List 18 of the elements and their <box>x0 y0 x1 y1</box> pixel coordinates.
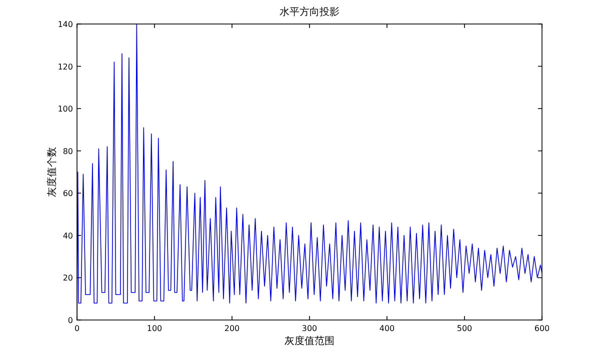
y-tick-label: 0 <box>68 316 73 325</box>
y-tick-label: 120 <box>58 62 73 72</box>
y-tick-label: 100 <box>58 104 73 114</box>
y-tick-label: 60 <box>62 189 73 198</box>
y-tick-label: 20 <box>62 274 73 283</box>
x-tick-label: 0 <box>74 324 80 333</box>
x-tick-label: 600 <box>534 324 550 333</box>
x-tick-label: 400 <box>379 324 395 333</box>
y-axis-title: 灰度值个数 <box>46 147 58 197</box>
x-tick-label: 500 <box>456 324 472 333</box>
x-axis-title: 灰度值范围 <box>284 335 334 347</box>
y-tick-label: 80 <box>62 146 73 156</box>
y-tick-label: 140 <box>58 20 73 29</box>
x-tick-label: 100 <box>146 324 162 333</box>
chart-title: 水平方向投影 <box>280 6 340 18</box>
y-tick-label: 40 <box>62 231 73 240</box>
x-tick-label: 300 <box>302 324 318 333</box>
x-tick-label: 200 <box>224 324 240 333</box>
